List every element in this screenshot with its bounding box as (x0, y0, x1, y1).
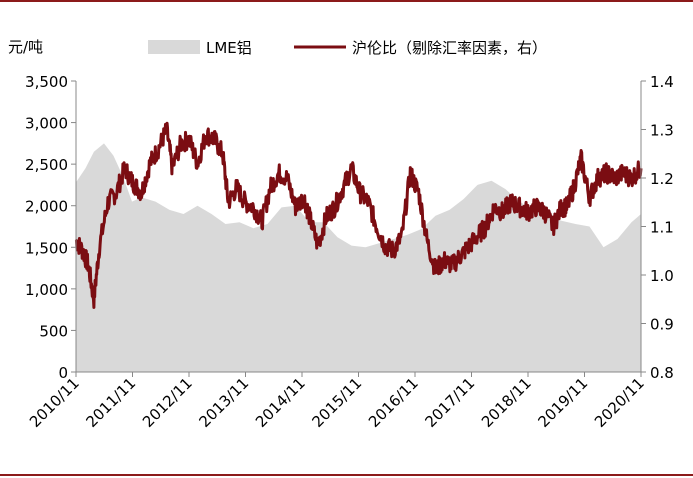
legend: LME铝 沪伦比（剔除汇率因素，右） (148, 39, 547, 57)
y-left-tick-label: 0 (58, 364, 68, 382)
legend-swatch-area (148, 40, 200, 54)
x-tick-label: 2019/11 (535, 374, 592, 431)
x-tick-label: 2010/11 (26, 374, 83, 431)
legend-label-line: 沪伦比（剔除汇率因素，右） (352, 39, 547, 57)
x-tick-label: 2013/11 (196, 374, 253, 431)
ratio-line (74, 121, 643, 309)
y-right-tick-label: 0.8 (650, 364, 674, 382)
y-left-unit-label: 元/吨 (8, 38, 43, 56)
y-left-tick-label: 3,000 (25, 115, 68, 133)
top-rule (0, 0, 693, 2)
x-tick-label: 2020/11 (591, 374, 648, 431)
y-right-tick-label: 1.3 (650, 122, 674, 140)
y-left-tick-label: 2,500 (25, 156, 68, 174)
y-left-tick-label: 500 (39, 322, 68, 340)
y-left-tick-label: 3,500 (25, 73, 68, 91)
x-tick-label: 2017/11 (422, 374, 479, 431)
lme-area (76, 143, 641, 372)
x-tick-label: 2015/11 (309, 374, 366, 431)
x-tick-label: 2011/11 (83, 374, 140, 431)
x-axis: 2010/11 2011/11 2012/11 2013/11 2014/11 2015/… (26, 372, 648, 431)
x-tick-label: 2016/11 (365, 374, 422, 431)
area-series (76, 143, 641, 372)
y-left-axis: 0 500 1,000 1,500 2,000 2,500 3,000 3,500 (25, 73, 76, 382)
y-left-tick-label: 2,000 (25, 198, 68, 216)
x-tick-label: 2018/11 (478, 374, 535, 431)
legend-label-area: LME铝 (206, 39, 252, 57)
y-left-tick-label: 1,000 (25, 281, 68, 299)
x-tick-label: 2014/11 (252, 374, 309, 431)
y-right-tick-label: 1.4 (650, 73, 674, 91)
y-left-tick-label: 1,500 (25, 239, 68, 257)
y-right-axis: 0.8 0.9 1.0 1.1 1.2 1.3 1.4 (641, 73, 674, 382)
line-series (74, 121, 643, 309)
y-right-tick-label: 1.2 (650, 170, 674, 188)
bottom-rule (0, 474, 693, 476)
y-right-tick-label: 1.0 (650, 267, 674, 285)
y-right-tick-label: 0.9 (650, 316, 674, 334)
y-right-tick-label: 1.1 (650, 219, 674, 237)
x-tick-label: 2012/11 (139, 374, 196, 431)
